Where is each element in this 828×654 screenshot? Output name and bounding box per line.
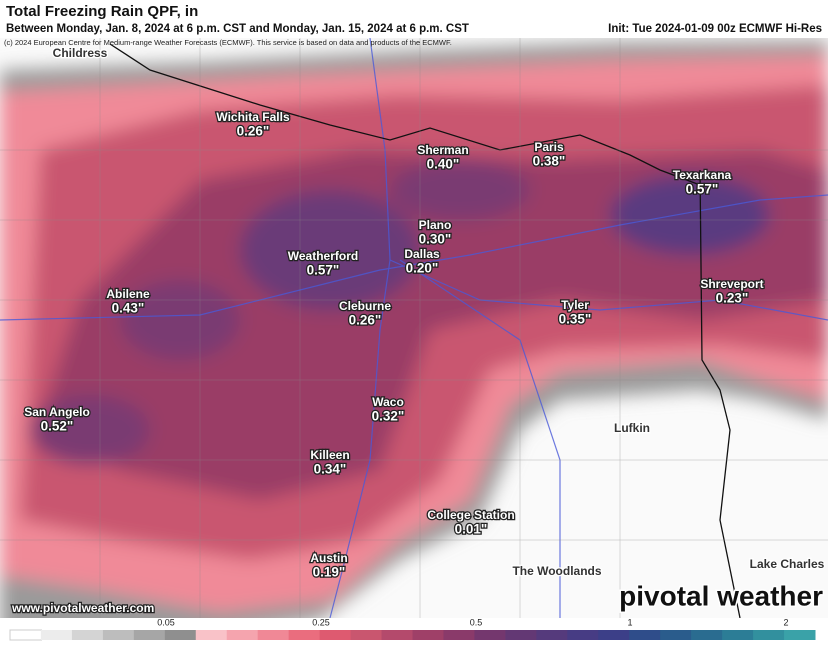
city-name: The Woodlands bbox=[512, 564, 601, 578]
colorbar-tick-label: 0.05 bbox=[157, 617, 175, 627]
colorbar-swatch bbox=[226, 630, 259, 640]
colorbar-tick-label: 0.25 bbox=[312, 617, 330, 627]
city-amount: 0.40" bbox=[427, 157, 460, 172]
city-name: Paris bbox=[534, 140, 564, 154]
colorbar-swatch bbox=[257, 630, 290, 640]
city-name: Tyler bbox=[561, 298, 589, 312]
colorbar-swatch bbox=[629, 630, 661, 640]
city-amount: 0.23" bbox=[716, 291, 749, 306]
city-name: Abilene bbox=[106, 287, 150, 301]
map bbox=[0, 38, 828, 618]
website: www.pivotalweather.com bbox=[11, 601, 154, 615]
city-amount: 0.19" bbox=[313, 565, 346, 580]
city-amount: 0.26" bbox=[237, 124, 270, 139]
city-name: Sherman bbox=[417, 143, 468, 157]
colorbar-swatch bbox=[784, 630, 816, 640]
colorbar-swatch bbox=[319, 630, 352, 640]
colorbar-swatch bbox=[40, 630, 73, 640]
city-name: San Angelo bbox=[24, 405, 90, 419]
city-amount: 0.32" bbox=[372, 409, 405, 424]
city-amount: 0.34" bbox=[314, 462, 347, 477]
city-amount: 0.20" bbox=[406, 261, 439, 276]
colorbar-swatch bbox=[9, 629, 42, 641]
colorbar-swatch bbox=[505, 630, 537, 640]
city-amount: 0.57" bbox=[307, 263, 340, 278]
colorbar-swatch bbox=[195, 630, 228, 640]
colorbar-swatch bbox=[350, 630, 383, 640]
colorbar-swatch bbox=[381, 630, 413, 640]
city-name: Lake Charles bbox=[750, 557, 825, 571]
city-name: Wichita Falls bbox=[216, 110, 290, 124]
city-name: Weatherford bbox=[288, 249, 358, 263]
colorbar-swatch bbox=[164, 630, 197, 640]
city-name: Lufkin bbox=[614, 421, 650, 435]
colorbar-swatch bbox=[71, 630, 104, 640]
subtitle: Between Monday, Jan. 8, 2024 at 6 p.m. C… bbox=[6, 23, 469, 35]
city-name: Waco bbox=[372, 395, 404, 409]
colorbar-swatch bbox=[722, 630, 754, 640]
logo: pivotal weather bbox=[619, 580, 823, 611]
colorbar-swatch bbox=[133, 630, 166, 640]
city-amount: 0.52" bbox=[41, 419, 74, 434]
city-name: Childress bbox=[53, 46, 108, 60]
city-amount: 0.57" bbox=[686, 182, 719, 197]
colorbar: 0.05 0.25 0.5 1 2 bbox=[9, 617, 816, 641]
city-name: Texarkana bbox=[673, 168, 732, 182]
colorbar-swatch bbox=[660, 630, 692, 640]
colorbar-swatch bbox=[753, 630, 785, 640]
colorbar-swatch bbox=[598, 630, 630, 640]
colorbar-swatch bbox=[567, 630, 599, 640]
city-name: Plano bbox=[419, 218, 452, 232]
city-amount: 0.35" bbox=[559, 312, 592, 327]
header-bar bbox=[0, 0, 828, 38]
colorbar-swatch bbox=[691, 630, 723, 640]
city-name: Austin bbox=[310, 551, 347, 565]
colorbar-swatch bbox=[288, 630, 321, 640]
colorbar-tick-label: 0.5 bbox=[470, 617, 483, 627]
city-name: Killeen bbox=[310, 448, 349, 462]
city-amount: 0.30" bbox=[419, 232, 452, 247]
city-amount: 0.38" bbox=[533, 154, 566, 169]
colorbar-swatch bbox=[412, 630, 444, 640]
city-name: Shreveport bbox=[700, 277, 763, 291]
colorbar-tick-label: 2 bbox=[783, 617, 788, 627]
colorbar-swatch bbox=[443, 630, 475, 640]
colorbar-swatch bbox=[536, 630, 568, 640]
city-name: Cleburne bbox=[339, 299, 391, 313]
city-name: Dallas bbox=[404, 247, 440, 261]
colorbar-swatch bbox=[474, 630, 506, 640]
city-amount: 0.43" bbox=[112, 301, 145, 316]
colorbar-swatch bbox=[102, 630, 135, 640]
city-amount: 0.01" bbox=[455, 522, 488, 537]
city-amount: 0.26" bbox=[349, 313, 382, 328]
colorbar-tick-label: 1 bbox=[627, 617, 632, 627]
credit: (c) 2024 European Centre for Medium-rang… bbox=[4, 38, 452, 47]
city-name: College Station bbox=[427, 508, 514, 522]
init-time: Init: Tue 2024-01-09 00z ECMWF Hi-Res bbox=[608, 23, 822, 35]
title: Total Freezing Rain QPF, in bbox=[6, 3, 198, 20]
